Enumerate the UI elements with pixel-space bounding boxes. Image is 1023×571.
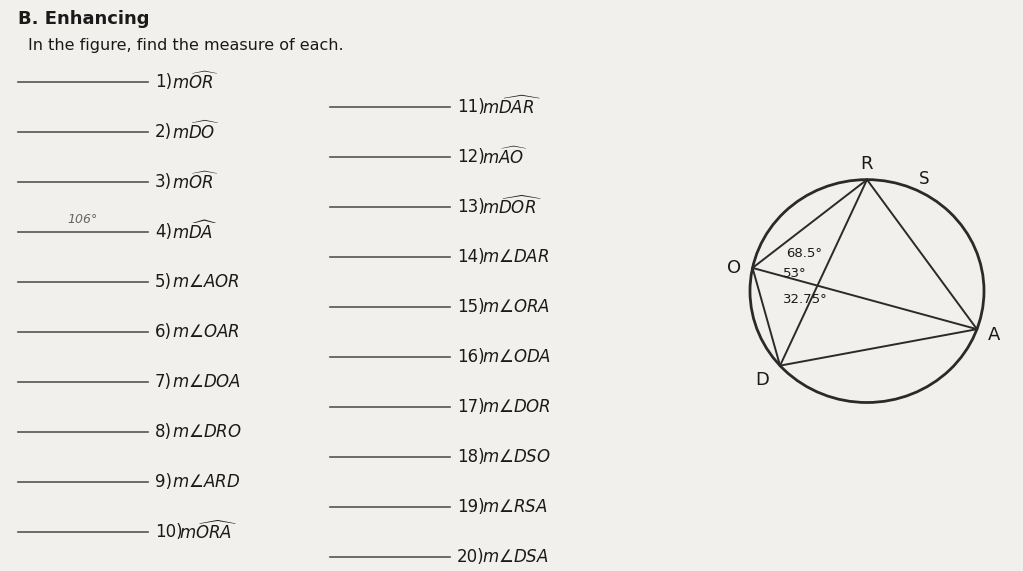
Text: 9): 9) bbox=[155, 473, 172, 491]
Text: $m\widehat{ORA}$: $m\widehat{ORA}$ bbox=[179, 521, 237, 544]
Text: S: S bbox=[919, 170, 930, 188]
Text: $m\widehat{DO}$: $m\widehat{DO}$ bbox=[172, 121, 220, 143]
Text: $m\widehat{OR}$: $m\widehat{OR}$ bbox=[172, 71, 218, 93]
Text: 20): 20) bbox=[457, 548, 485, 566]
Text: $m\widehat{OR}$: $m\widehat{OR}$ bbox=[172, 171, 218, 193]
Text: D: D bbox=[755, 371, 769, 389]
Text: $m\angle RSA$: $m\angle RSA$ bbox=[482, 498, 547, 516]
Text: 17): 17) bbox=[457, 398, 485, 416]
Text: 3): 3) bbox=[155, 173, 172, 191]
Text: 18): 18) bbox=[457, 448, 485, 466]
Text: In the figure, find the measure of each.: In the figure, find the measure of each. bbox=[28, 38, 344, 53]
Text: 12): 12) bbox=[457, 148, 485, 166]
Text: $m\angle OAR$: $m\angle OAR$ bbox=[172, 323, 239, 341]
Text: 53°: 53° bbox=[783, 267, 806, 280]
Text: 10): 10) bbox=[155, 523, 183, 541]
Text: 13): 13) bbox=[457, 198, 485, 216]
Text: 19): 19) bbox=[457, 498, 485, 516]
Text: 4): 4) bbox=[155, 223, 172, 241]
Text: 7): 7) bbox=[155, 373, 172, 391]
Text: 1): 1) bbox=[155, 73, 172, 91]
Text: $m\angle DSO$: $m\angle DSO$ bbox=[482, 448, 550, 466]
Text: 2): 2) bbox=[155, 123, 172, 141]
Text: $m\angle DOR$: $m\angle DOR$ bbox=[482, 398, 551, 416]
Text: 16): 16) bbox=[457, 348, 485, 366]
Text: 5): 5) bbox=[155, 273, 172, 291]
Text: 11): 11) bbox=[457, 98, 485, 116]
Text: 68.5°: 68.5° bbox=[786, 247, 821, 260]
Text: $m\widehat{DA}$: $m\widehat{DA}$ bbox=[172, 221, 218, 243]
Text: R: R bbox=[860, 155, 874, 173]
Text: $m\angle DAR$: $m\angle DAR$ bbox=[482, 248, 549, 266]
Text: $m\angle ARD$: $m\angle ARD$ bbox=[172, 473, 240, 491]
Text: $m\angle DRO$: $m\angle DRO$ bbox=[172, 423, 241, 441]
Text: 6): 6) bbox=[155, 323, 172, 341]
Text: 14): 14) bbox=[457, 248, 485, 266]
Text: $m\widehat{AO}$: $m\widehat{AO}$ bbox=[482, 146, 528, 168]
Text: $m\angle DSA$: $m\angle DSA$ bbox=[482, 548, 548, 566]
Text: 32.75°: 32.75° bbox=[783, 292, 828, 305]
Text: $m\angle AOR$: $m\angle AOR$ bbox=[172, 273, 239, 291]
Text: B. Enhancing: B. Enhancing bbox=[18, 10, 149, 28]
Text: A: A bbox=[987, 326, 999, 344]
Text: $m\angle DOA$: $m\angle DOA$ bbox=[172, 373, 241, 391]
Text: $m\angle ORA$: $m\angle ORA$ bbox=[482, 298, 550, 316]
Text: $m\widehat{DAR}$: $m\widehat{DAR}$ bbox=[482, 95, 541, 118]
Text: O: O bbox=[726, 259, 741, 277]
Text: 8): 8) bbox=[155, 423, 172, 441]
Text: $m\angle ODA$: $m\angle ODA$ bbox=[482, 348, 551, 366]
Text: 15): 15) bbox=[457, 298, 485, 316]
Text: $m\widehat{DOR}$: $m\widehat{DOR}$ bbox=[482, 195, 542, 219]
Text: 106°: 106° bbox=[68, 213, 98, 226]
